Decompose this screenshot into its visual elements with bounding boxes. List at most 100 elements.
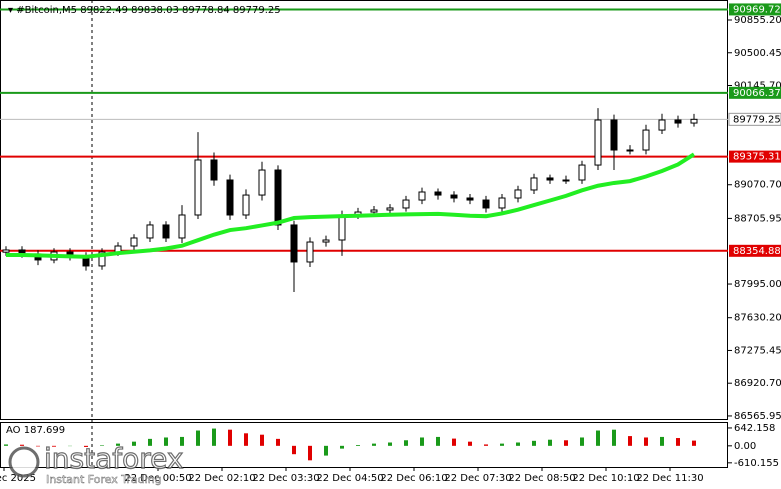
ao-bar [532,440,536,446]
ao-bar [276,438,280,446]
ao-bar [660,436,664,446]
x-tick-label: 22 Dec 08:50 [508,473,575,484]
ao-bar [196,430,200,446]
y-tick-label: 86565.95 [734,411,781,422]
ao-bar [436,436,440,446]
ao-bar [564,440,568,446]
y-tick-label: 88705.95 [734,213,781,224]
candle-body [514,189,522,199]
level-label: 90066.37 [733,88,781,99]
ao-bar [548,439,552,446]
ao-bar [148,438,152,446]
ao-bar [132,441,136,446]
level-tag [729,244,781,257]
level-tag [729,150,781,163]
level-label: 89375.31 [733,152,781,163]
ao-bar [244,433,248,446]
ao-bar [116,443,120,446]
candle-body [386,207,394,211]
candle-body [610,119,618,151]
ao-bar [692,440,696,446]
ao-frame [0,422,728,468]
ao-bar [36,445,40,447]
candle-body [626,149,634,152]
ao-bar [404,440,408,446]
ao-bar [388,442,392,446]
candle-body [642,129,650,151]
brand-tagline: Instant Forex Trading [46,473,162,486]
ao-bar [52,445,56,447]
candle-body [482,199,490,209]
x-tick-label: 22 Dec 10:10 [572,473,639,484]
ao-bar [292,445,296,455]
candle-body [674,119,682,124]
y-tick-label: 90855.20 [734,15,781,26]
x-tick-label: 22 Dec 00:50 [124,473,191,484]
ao-bar [100,445,104,446]
ao-bar [676,438,680,446]
x-tick-label: 22 Dec 04:50 [316,473,383,484]
candle-body [210,159,218,181]
last-price-tag [728,112,781,126]
ao-bar [372,443,376,446]
candle-body [370,209,378,213]
candle-body [466,197,474,201]
ao-bar [308,445,312,461]
logo: instaforex Instant Forex Trading [8,441,184,486]
y-tick-label: 87630.20 [734,313,781,324]
ao-bar [324,445,328,456]
candle-body [290,224,298,263]
candle-body [226,179,234,216]
ao-bar [420,437,424,446]
brand-name: instaforex [44,442,183,475]
ao-bar [484,444,488,446]
y-tick-label: 86920.70 [734,378,781,389]
candle-body [146,224,154,239]
y-tick-label: 90145.70 [734,81,781,92]
ao-bar [500,443,504,446]
ao-bar [612,429,616,446]
y-tick-label: 0.00 [734,441,756,452]
candle-body [338,214,346,241]
ao-bar [628,436,632,446]
marks: 90855.20 90500.45 90145.70 89070.70 88705.95… [0,3,781,484]
ao-bar [468,441,472,446]
ao-bar [340,445,344,449]
chart-title: ▾ #Bitcoin,M5 89822.49 89838.03 89778.84… [8,5,281,16]
ao-bar [180,436,184,446]
logo-icon [8,446,40,478]
ao-bar [580,437,584,446]
last-price-label: 89779.25 [733,114,781,125]
candle-body [178,214,186,239]
x-tick-label: 22 Dec 02:10 [188,473,255,484]
candle-body [498,197,506,209]
level-tag [729,3,781,16]
candle-body [434,191,442,196]
candle-body [242,194,250,216]
candle-body [546,177,554,181]
ao-bar [516,442,520,446]
candle-body [450,194,458,199]
ao-bar [596,430,600,446]
x-tick-label: 22 Dec 03:30 [252,473,319,484]
ao-bar [4,444,8,446]
candle-body [98,251,106,267]
candle-body [690,118,698,124]
candle-body [322,239,330,243]
candle-body [274,169,282,226]
ao-title: AO 187.699 [6,425,65,436]
candle-body [530,177,538,191]
y-tick-label: -610.155 [734,458,779,469]
ao-bar [212,428,216,446]
level-tag [729,86,781,99]
candle-body [658,119,666,131]
candle-body [162,224,170,239]
y-tick-label: 89070.70 [734,180,781,191]
y-tick-label: 642.158 [734,423,775,434]
x-tick-label: 22 Dec 11:30 [636,473,703,484]
candle-body [562,179,570,182]
candle-body [258,169,266,196]
x-tick-label: 22 Dec 06:10 [380,473,447,484]
ao-bar [228,429,232,446]
